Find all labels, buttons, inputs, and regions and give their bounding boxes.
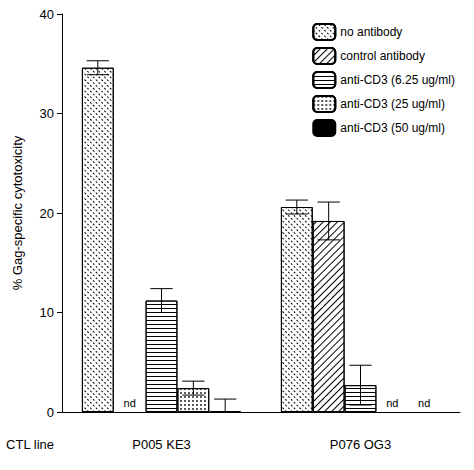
svg-text:anti-CD3 (6.25 ug/ml): anti-CD3 (6.25 ug/ml) xyxy=(340,73,455,87)
svg-text:% Gag-specific cytotoxicity: % Gag-specific cytotoxicity xyxy=(10,135,25,290)
svg-text:nd: nd xyxy=(386,397,398,409)
svg-text:CTL line: CTL line xyxy=(6,437,54,452)
svg-text:20: 20 xyxy=(40,206,54,221)
svg-text:P005 KE3: P005 KE3 xyxy=(132,437,191,452)
svg-text:40: 40 xyxy=(40,7,54,22)
svg-text:0: 0 xyxy=(47,405,54,420)
svg-text:nd: nd xyxy=(124,397,136,409)
svg-text:30: 30 xyxy=(40,106,54,121)
svg-text:anti-CD3 (25 ug/ml): anti-CD3 (25 ug/ml) xyxy=(340,97,445,111)
svg-text:control antibody: control antibody xyxy=(340,49,425,63)
svg-text:P076 OG3: P076 OG3 xyxy=(330,437,391,452)
svg-text:no antibody: no antibody xyxy=(340,25,402,39)
svg-text:nd: nd xyxy=(418,397,430,409)
svg-text:10: 10 xyxy=(40,305,54,320)
svg-text:anti-CD3 (50 ug/ml): anti-CD3 (50 ug/ml) xyxy=(340,121,445,135)
